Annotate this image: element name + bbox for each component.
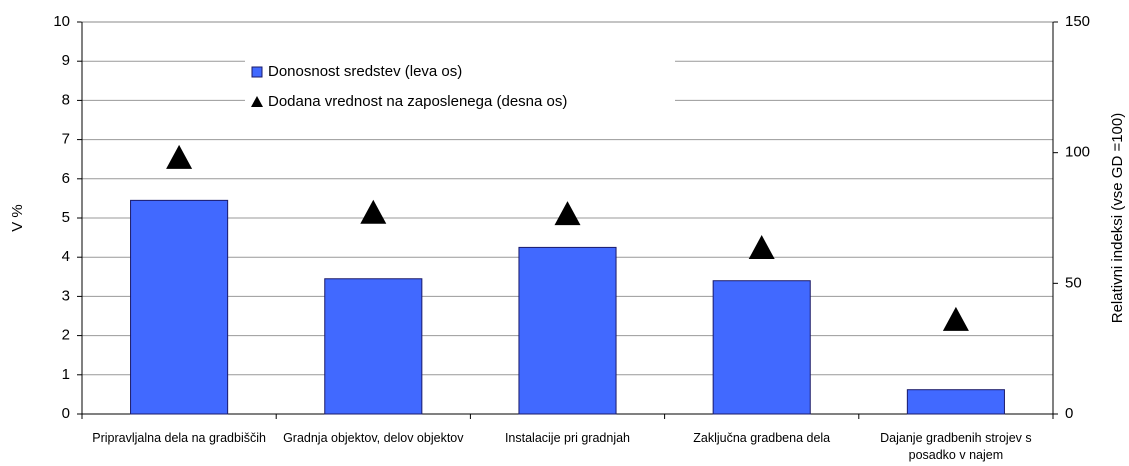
triangle-marker bbox=[554, 201, 581, 226]
triangle-marker bbox=[360, 199, 387, 224]
triangle-marker bbox=[166, 144, 193, 169]
legend-label: Dodana vrednost na zaposlenega (desna os… bbox=[268, 93, 567, 110]
y-tick-label: 1 bbox=[62, 366, 70, 383]
x-tick-label: Pripravljalna dela na gradbiščih bbox=[92, 431, 266, 445]
x-tick-label: Instalacije pri gradnjah bbox=[504, 431, 631, 445]
bar bbox=[712, 280, 811, 415]
y-tick-label: 8 bbox=[62, 91, 70, 108]
y2-tick-label: 50 bbox=[1065, 274, 1082, 291]
triangle-marker bbox=[748, 235, 775, 260]
legend-swatch bbox=[251, 96, 263, 107]
bar bbox=[130, 199, 229, 415]
y-tick-label: 10 bbox=[53, 13, 70, 30]
y-tick-label: 0 bbox=[62, 405, 70, 422]
bar bbox=[518, 246, 617, 415]
y2-tick-label: 100 bbox=[1065, 144, 1090, 161]
y-tick-label: 3 bbox=[62, 287, 70, 304]
y2-tick-label: 150 bbox=[1065, 13, 1090, 30]
y-tick-label: 6 bbox=[62, 170, 70, 187]
legend-box bbox=[245, 55, 675, 117]
y-axis-label: V % bbox=[9, 204, 26, 232]
y2-tick-label: 0 bbox=[1065, 405, 1073, 422]
y-tick-label: 2 bbox=[62, 327, 70, 344]
y-tick-label: 7 bbox=[62, 131, 70, 148]
y-tick-label: 5 bbox=[62, 209, 70, 226]
x-tick-label: Gradnja objektov, delov objektov bbox=[283, 431, 464, 445]
legend-swatch bbox=[251, 66, 263, 78]
bar bbox=[906, 389, 1005, 415]
legend-label: Donosnost sredstev (leva os) bbox=[268, 63, 462, 80]
y2-axis-label: Relativni indeksi (vse GD =100) bbox=[1109, 113, 1126, 324]
triangle-marker bbox=[942, 306, 969, 331]
x-tick-label: Zaključna gradbena dela bbox=[693, 431, 831, 445]
bar bbox=[324, 278, 423, 415]
y-tick-label: 4 bbox=[62, 248, 70, 265]
x-tick-label: Dajanje gradbenih strojev s posadko v na… bbox=[880, 431, 1032, 462]
y-tick-label: 9 bbox=[62, 52, 70, 69]
